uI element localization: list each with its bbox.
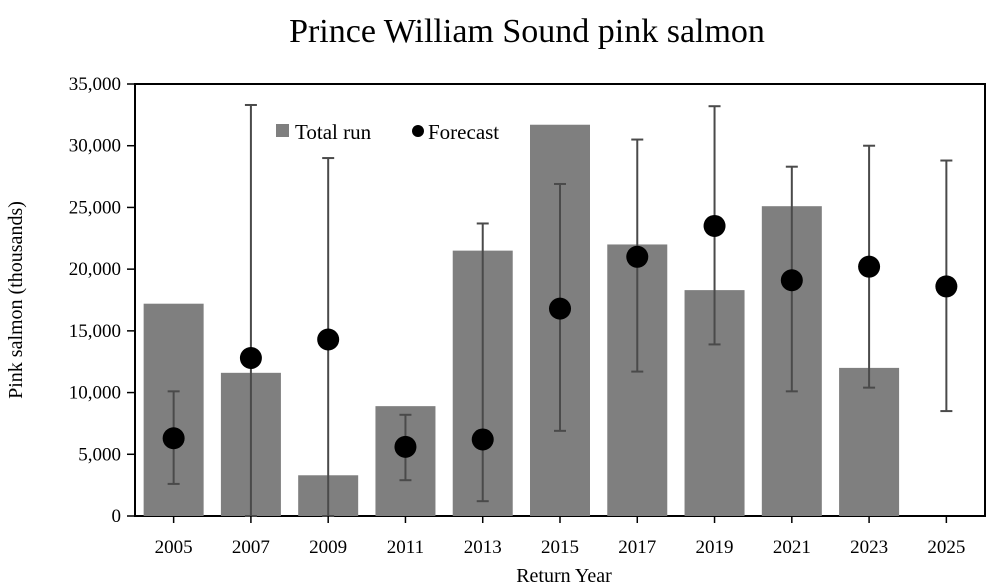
x-tick-label-2015: 2015 xyxy=(541,537,579,558)
forecast-point-2005 xyxy=(162,427,185,450)
forecast-points-layer xyxy=(162,214,958,458)
forecast-point-2021 xyxy=(780,269,803,292)
y-tick-label-35-000: 35,000 xyxy=(69,74,121,95)
bar-total-run-2023 xyxy=(839,367,900,516)
x-tick-label-2021: 2021 xyxy=(773,537,811,558)
x-tick-label-2009: 2009 xyxy=(309,537,347,558)
legend-swatch-forecast xyxy=(412,125,424,137)
forecast-point-2009 xyxy=(317,328,340,351)
y-tick-label-10-000: 10,000 xyxy=(69,383,121,404)
forecast-point-2025 xyxy=(935,275,958,298)
forecast-point-2019 xyxy=(703,214,726,237)
legend-label-forecast: Forecast xyxy=(428,120,499,144)
x-tick-label-2007: 2007 xyxy=(232,537,270,558)
x-axis-ticks: 2005 2007 2009 2011 2013 2015 2017 2019 2021 2023… xyxy=(155,516,965,558)
forecast-point-2013 xyxy=(471,428,494,451)
x-tick-label-2011: 2011 xyxy=(387,537,424,558)
x-tick-label-2023: 2023 xyxy=(850,537,888,558)
x-tick-label-2025: 2025 xyxy=(927,537,965,558)
legend-swatch-total-run xyxy=(276,124,289,137)
forecast-point-2007 xyxy=(239,347,262,370)
y-axis-ticks: 0 5,000 10,000 15,000 20,000 25,000 30,000 35,0… xyxy=(69,74,135,527)
y-tick-label-25-000: 25,000 xyxy=(69,197,121,218)
x-tick-label-2013: 2013 xyxy=(464,537,502,558)
y-axis-label: Pink salmon (thousands) xyxy=(5,201,27,399)
chart-title: Prince William Sound pink salmon xyxy=(289,13,765,50)
y-tick-label-15-000: 15,000 xyxy=(69,321,121,342)
y-tick-label-20-000: 20,000 xyxy=(69,259,121,280)
legend: Total run Forecast xyxy=(276,120,499,144)
forecast-point-2011 xyxy=(394,435,417,458)
x-tick-label-2017: 2017 xyxy=(618,537,656,558)
plot-area xyxy=(134,83,986,517)
forecast-point-2023 xyxy=(858,255,881,278)
y-tick-label-30-000: 30,000 xyxy=(69,136,121,157)
x-tick-label-2019: 2019 xyxy=(696,537,734,558)
x-tick-label-2005: 2005 xyxy=(155,537,193,558)
forecast-point-2015 xyxy=(549,297,571,320)
legend-label-total-run: Total run xyxy=(295,120,372,144)
y-tick-label-0: 0 xyxy=(112,506,122,527)
y-tick-label-5-000: 5,000 xyxy=(78,444,121,465)
forecast-point-2017 xyxy=(626,245,649,268)
x-axis-label: Return Year xyxy=(516,565,612,586)
bars-layer xyxy=(143,124,900,517)
